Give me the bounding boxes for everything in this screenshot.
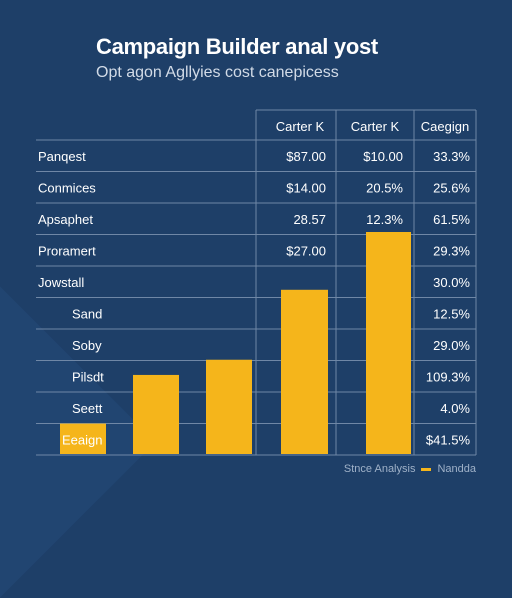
row-label: Eeaign bbox=[62, 432, 102, 447]
bar bbox=[281, 289, 328, 454]
table-cell: 12.3% bbox=[366, 212, 403, 227]
table-cell: $14.00 bbox=[286, 180, 326, 195]
chart-subtitle: Opt agon Agllyies cost canepicess bbox=[96, 64, 339, 81]
table-cell: 25.6% bbox=[433, 180, 470, 195]
row-label: Soby bbox=[72, 338, 102, 353]
column-header: Carter K bbox=[276, 119, 325, 134]
row-label: Apsaphet bbox=[38, 212, 93, 227]
table-cell: 12.5% bbox=[433, 306, 470, 321]
table-cell: $87.00 bbox=[286, 149, 326, 164]
legend-label-1: Stnce Analysis bbox=[343, 463, 416, 475]
row-label: Pilsdt bbox=[72, 369, 104, 384]
row-label: Panqest bbox=[38, 149, 86, 164]
table-cell: 20.5% bbox=[366, 180, 403, 195]
table-cell: 30.0% bbox=[433, 275, 470, 290]
table-cell: $10.00 bbox=[363, 149, 403, 164]
chart-table-plot: Carter K Carter K Caegign Panqest $87.00 $10.… bbox=[36, 109, 477, 456]
table-cell: 29.3% bbox=[433, 243, 470, 258]
table-cell: $41.5% bbox=[426, 432, 471, 447]
row-label: Jowstall bbox=[38, 275, 84, 290]
table-cell: $27.00 bbox=[286, 243, 326, 258]
legend: Stnce Analysis Nandda bbox=[344, 463, 476, 475]
table-cell: 61.5% bbox=[433, 212, 470, 227]
row-label: Proramert bbox=[38, 243, 96, 258]
table-cell: 33.3% bbox=[433, 149, 470, 164]
table-cell: 109.3% bbox=[426, 369, 471, 384]
bar bbox=[60, 423, 106, 454]
legend-swatch bbox=[421, 467, 432, 471]
bar bbox=[366, 232, 411, 454]
table-cell: 28.57 bbox=[293, 212, 326, 227]
legend-label-2: Nandda bbox=[437, 463, 476, 475]
row-label: Conmices bbox=[38, 180, 96, 195]
chart-title: Campaign Builder anal yost bbox=[96, 34, 378, 59]
table-cell: 4.0% bbox=[440, 401, 470, 416]
bar bbox=[133, 374, 179, 454]
column-header: Caegign bbox=[421, 119, 469, 134]
bar bbox=[206, 359, 252, 454]
column-header: Carter K bbox=[351, 119, 400, 134]
table-cell: 29.0% bbox=[433, 338, 470, 353]
row-label: Seett bbox=[72, 401, 103, 416]
row-label: Sand bbox=[72, 306, 102, 321]
